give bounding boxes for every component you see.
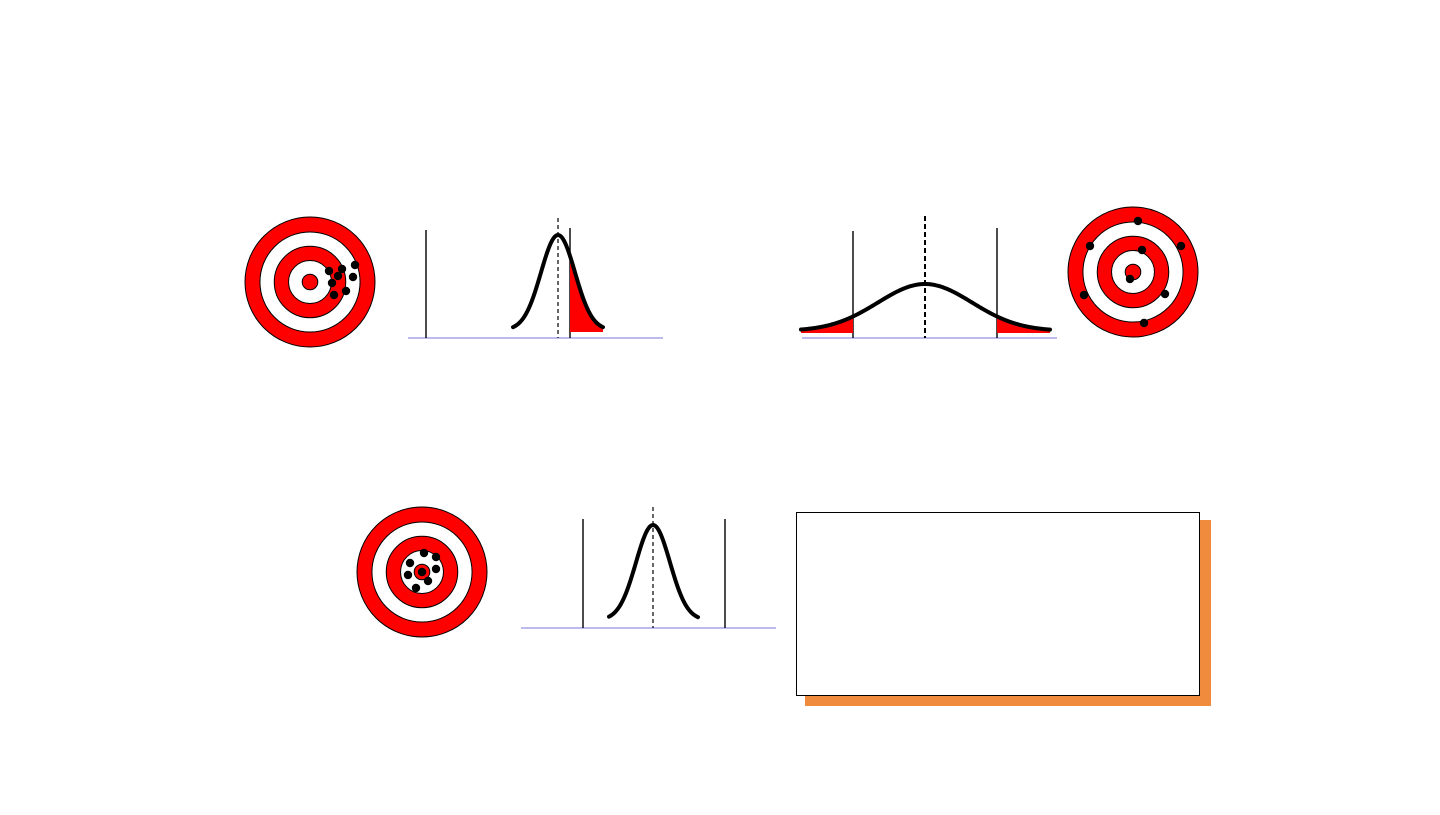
shot-dot xyxy=(348,272,358,282)
shot-dot xyxy=(431,564,441,574)
panel2-distribution xyxy=(799,216,1057,339)
panel3-distribution xyxy=(521,507,776,629)
shot-dot xyxy=(1137,245,1147,255)
callout-box xyxy=(796,512,1200,696)
shot-dot xyxy=(423,576,433,586)
shot-dot xyxy=(1160,289,1170,299)
shot-dot xyxy=(333,271,343,281)
shot-dot xyxy=(1176,241,1186,251)
shot-dot xyxy=(405,558,415,568)
shot-dot xyxy=(403,570,413,580)
panel2-target xyxy=(1067,206,1199,338)
shot-dot xyxy=(327,278,337,288)
shot-dot xyxy=(417,567,427,577)
shot-dot xyxy=(329,290,339,300)
panel1-target xyxy=(244,216,376,348)
shot-dot xyxy=(411,583,421,593)
shot-dot xyxy=(1139,318,1149,328)
shot-dot xyxy=(1085,241,1095,251)
shot-dot xyxy=(1133,216,1143,226)
panel1-ring xyxy=(301,273,319,291)
shot-dot xyxy=(350,260,360,270)
shaded-tail xyxy=(570,255,603,332)
shot-dot xyxy=(431,552,441,562)
shot-dot xyxy=(337,264,347,274)
shot-dot xyxy=(341,286,351,296)
panel3-target xyxy=(356,506,488,638)
panel1-distribution xyxy=(408,218,663,339)
shot-dot xyxy=(324,266,334,276)
shot-dot xyxy=(419,548,429,558)
shot-dot xyxy=(1125,274,1135,284)
shot-dot xyxy=(1079,290,1089,300)
bell-curve xyxy=(607,522,700,620)
